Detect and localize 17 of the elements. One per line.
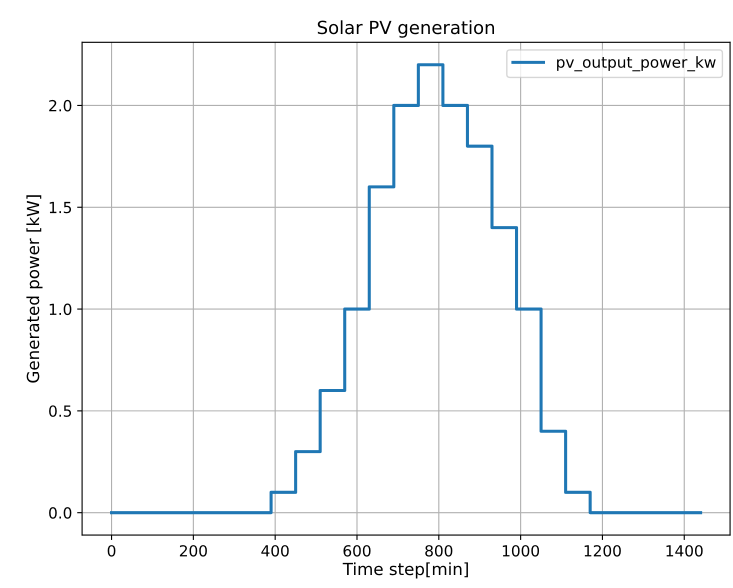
y-axis-title: Generated power [kW] [26,195,43,383]
chart-title: Solar PV generation [318,20,494,38]
y-tick-label: 1.5 [50,202,72,214]
y-tick-label: 0.5 [49,405,72,417]
y-tick-label: 1.0 [50,304,72,316]
x-tick-label: 600 [343,545,371,557]
legend-label: pv_output_power_kw [557,56,716,72]
x-tick-label: 0 [108,545,116,557]
x-tick-label: 1400 [666,545,703,557]
x-axis-title: Time step[min] [342,562,468,578]
x-tick-label: 200 [180,545,207,557]
x-tick-label: 1200 [584,545,621,557]
y-tick-label: 2.0 [49,100,72,112]
x-tick-label: 800 [425,545,452,557]
x-tick-label: 400 [261,545,289,557]
x-tick-label: 1000 [502,545,540,557]
y-tick-label: 0.0 [49,507,72,519]
